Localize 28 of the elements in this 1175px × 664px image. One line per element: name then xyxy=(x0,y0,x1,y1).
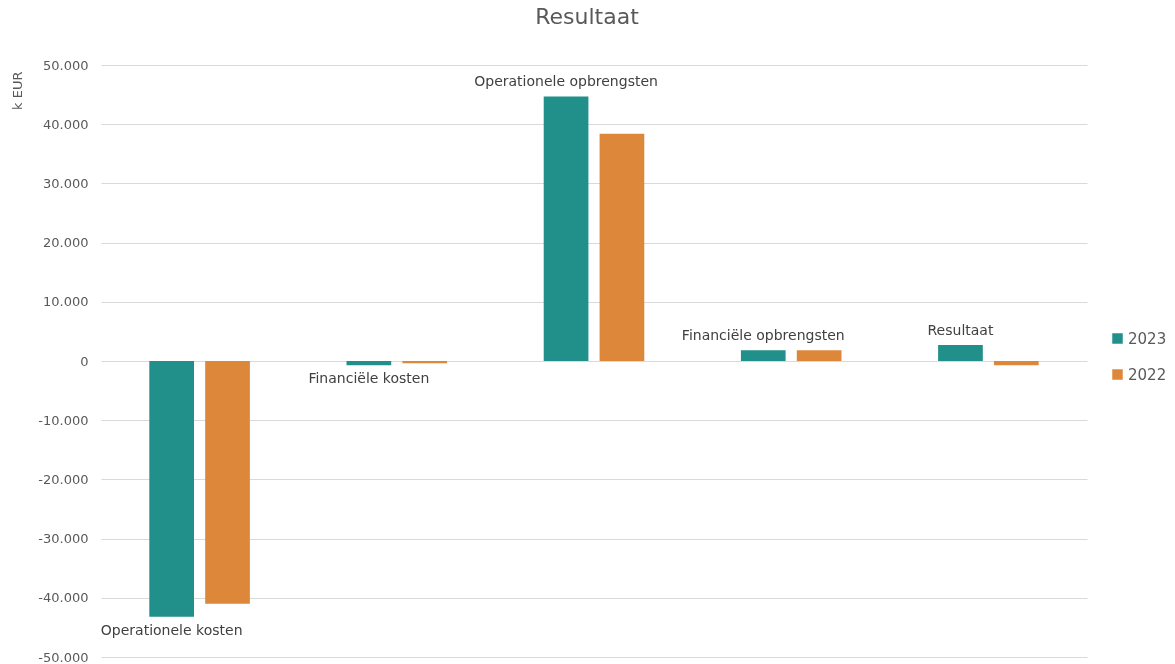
y-tick-label: 10.000 xyxy=(43,294,89,310)
bar xyxy=(599,133,645,361)
y-tick-label: 50.000 xyxy=(43,57,89,73)
y-tick-label: -50.000 xyxy=(38,649,89,664)
x-tick-label: Financiële opbrengsten xyxy=(681,327,845,344)
bar xyxy=(205,361,250,604)
y-tick-label: -10.000 xyxy=(38,412,89,428)
x-tick-label: Operationele kosten xyxy=(100,621,243,638)
chart-title: Resultaat xyxy=(535,4,640,29)
y-tick-label: 30.000 xyxy=(43,175,89,191)
x-tick-label: Financiële kosten xyxy=(308,370,430,387)
y-tick-label: 0 xyxy=(80,353,89,369)
legend-label: 2022 xyxy=(1128,365,1167,384)
y-tick-label: 20.000 xyxy=(43,235,89,251)
y-axis-title: k EUR xyxy=(9,71,25,110)
legend-label: 2023 xyxy=(1128,329,1167,348)
bar xyxy=(346,361,392,366)
x-tick-label: Operationele opbrengsten xyxy=(474,73,658,90)
y-tick-label: -30.000 xyxy=(38,531,89,547)
y-tick-label: 40.000 xyxy=(43,116,89,132)
bar xyxy=(543,96,589,361)
y-tick-label: -40.000 xyxy=(38,590,89,606)
bar xyxy=(993,361,1039,366)
bar xyxy=(938,345,983,361)
y-tick-label: -20.000 xyxy=(38,471,89,487)
bar xyxy=(740,350,786,361)
bar xyxy=(796,350,842,361)
bar xyxy=(149,361,195,617)
